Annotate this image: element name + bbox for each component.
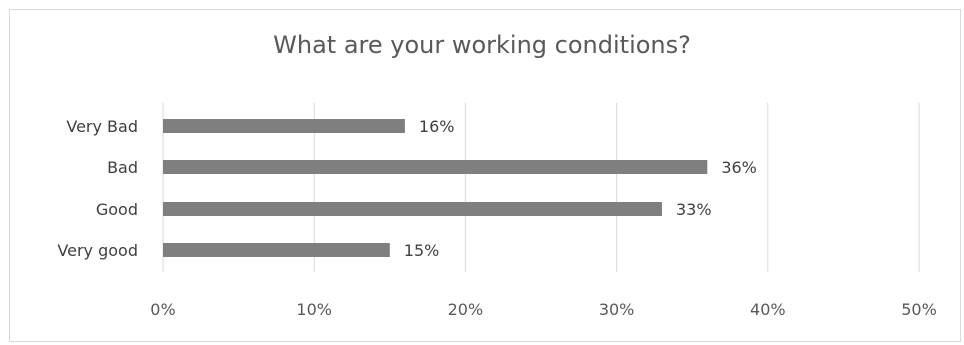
chart-area xyxy=(9,9,961,342)
data-label: 33% xyxy=(676,200,712,219)
data-labels: 16% 36% 33% 15% xyxy=(404,117,757,260)
category-label: Bad xyxy=(107,158,138,177)
chart-title: What are your working conditions? xyxy=(273,31,691,59)
bar xyxy=(163,119,405,133)
category-label: Very Bad xyxy=(66,117,138,136)
category-labels: Very Bad Bad Good Very good xyxy=(57,117,138,260)
x-tick-label: 40% xyxy=(750,300,786,319)
x-tick-label: 30% xyxy=(599,300,635,319)
bar xyxy=(163,243,390,257)
x-tick-label: 20% xyxy=(448,300,484,319)
x-tick-label: 10% xyxy=(296,300,332,319)
bar xyxy=(163,202,662,216)
bars xyxy=(163,119,708,257)
category-label: Very good xyxy=(57,241,138,260)
category-label: Good xyxy=(96,200,138,219)
bar xyxy=(163,160,708,174)
x-axis-tick-labels: 0% 10% 20% 30% 40% 50% xyxy=(150,300,936,319)
data-label: 36% xyxy=(721,158,757,177)
x-tick-label: 0% xyxy=(150,300,175,319)
data-label: 15% xyxy=(404,241,440,260)
data-label: 16% xyxy=(419,117,455,136)
x-tick-label: 50% xyxy=(901,300,937,319)
